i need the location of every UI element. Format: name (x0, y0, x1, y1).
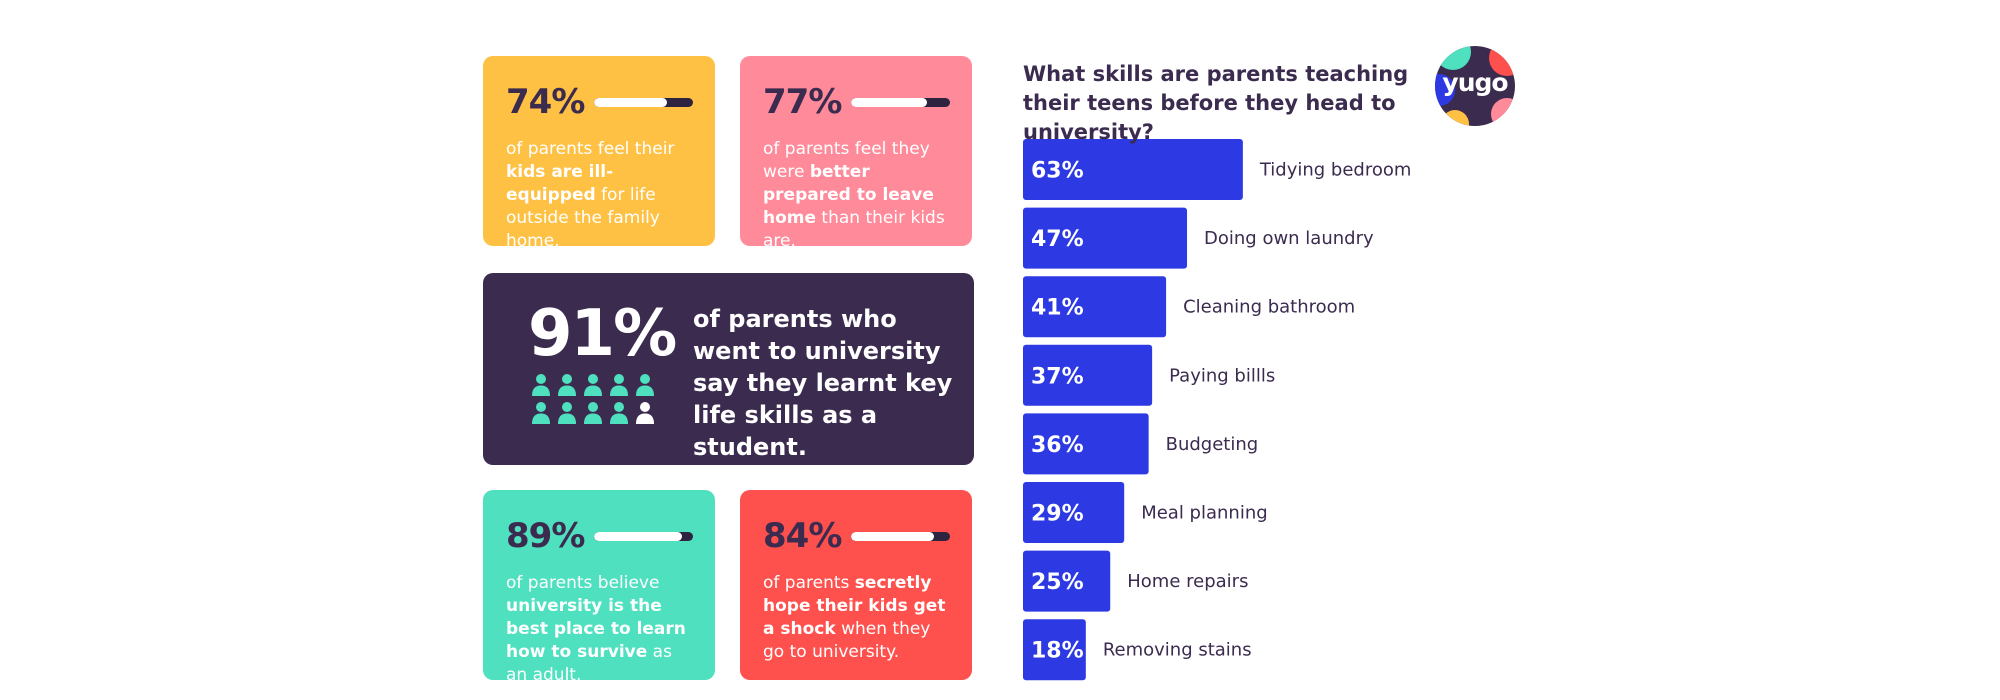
stat-description: of parents secretly hope their kids get … (763, 573, 946, 662)
person-icon (531, 373, 551, 397)
stat-progress-fill (850, 531, 935, 541)
bar-7 (1023, 550, 1111, 612)
bar-category-label: Removing stains (1103, 640, 1252, 661)
stat-progress-fill (593, 531, 683, 541)
stat-progress-bar (850, 97, 950, 107)
person-icon (583, 373, 603, 397)
person-icon (557, 373, 577, 397)
stat-description: of parents believe university is the bes… (506, 573, 686, 685)
bar-value-label: 36% (1031, 433, 1084, 458)
stat-card-89: 89% of parents believe university is the… (483, 490, 715, 685)
bar-category-label: Meal planning (1141, 503, 1267, 524)
bar-2 (1023, 207, 1188, 269)
highlight-percentage: 91% (528, 297, 677, 371)
person-icon (609, 401, 629, 425)
bar-value-label: 37% (1031, 364, 1084, 389)
yugo-logo: yugo (1435, 46, 1515, 126)
bar-value-label: 41% (1031, 296, 1084, 321)
bar-category-label: Paying billls (1169, 365, 1275, 386)
person-icon (557, 401, 577, 425)
stat-progress-bar (593, 531, 693, 541)
stat-card-74: 74% of parents feel their kids are ill-e… (483, 56, 715, 251)
bar-5 (1023, 413, 1149, 475)
stat-percentage: 77% (763, 82, 842, 122)
stat-card-77: 77% of parents feel they were better pre… (740, 56, 972, 251)
person-icon (609, 373, 629, 397)
stat-card-84: 84% of parents secretly hope their kids … (740, 490, 972, 680)
bar-8 (1023, 619, 1086, 681)
bar-category-label: Tidying bedroom (1259, 160, 1412, 181)
stat-description: of parents feel their kids are ill-equip… (506, 139, 675, 251)
bar-value-label: 63% (1031, 159, 1084, 184)
bar-value-label: 18% (1031, 639, 1084, 664)
bar-1 (1023, 139, 1243, 200)
highlight-description: of parents who went to university say th… (693, 305, 953, 461)
bar-category-label: Doing own laundry (1204, 228, 1374, 249)
bar-value-label: 47% (1031, 227, 1084, 252)
chart-title: What skills are parents teaching their t… (1023, 62, 1409, 144)
highlight-card-91: 91% of parents who went to university sa… (483, 273, 974, 465)
bar-3 (1023, 276, 1167, 338)
logo-text: yugo (1442, 68, 1508, 97)
person-icon (635, 401, 655, 425)
stat-description: of parents feel they were better prepare… (763, 139, 945, 251)
people-icon-grid (531, 373, 661, 425)
stat-percentage: 84% (763, 516, 842, 556)
bar-value-label: 29% (1031, 502, 1084, 527)
stat-progress-bar (593, 97, 693, 107)
bar-4 (1023, 344, 1153, 406)
stat-percentage: 89% (506, 516, 585, 556)
stat-progress-bar (850, 531, 950, 541)
stat-progress-fill (593, 97, 668, 107)
person-icon (635, 373, 655, 397)
stat-percentage: 74% (506, 82, 585, 122)
person-icon (583, 401, 603, 425)
logo-badge-icon (1435, 46, 1515, 126)
bar-6 (1023, 482, 1125, 543)
bar-category-label: Cleaning bathroom (1183, 297, 1355, 318)
bar-value-label: 25% (1031, 570, 1084, 595)
stat-progress-fill (850, 97, 928, 107)
bar-category-label: Home repairs (1127, 571, 1248, 592)
person-icon (531, 401, 551, 425)
bar-category-label: Budgeting (1166, 434, 1259, 455)
